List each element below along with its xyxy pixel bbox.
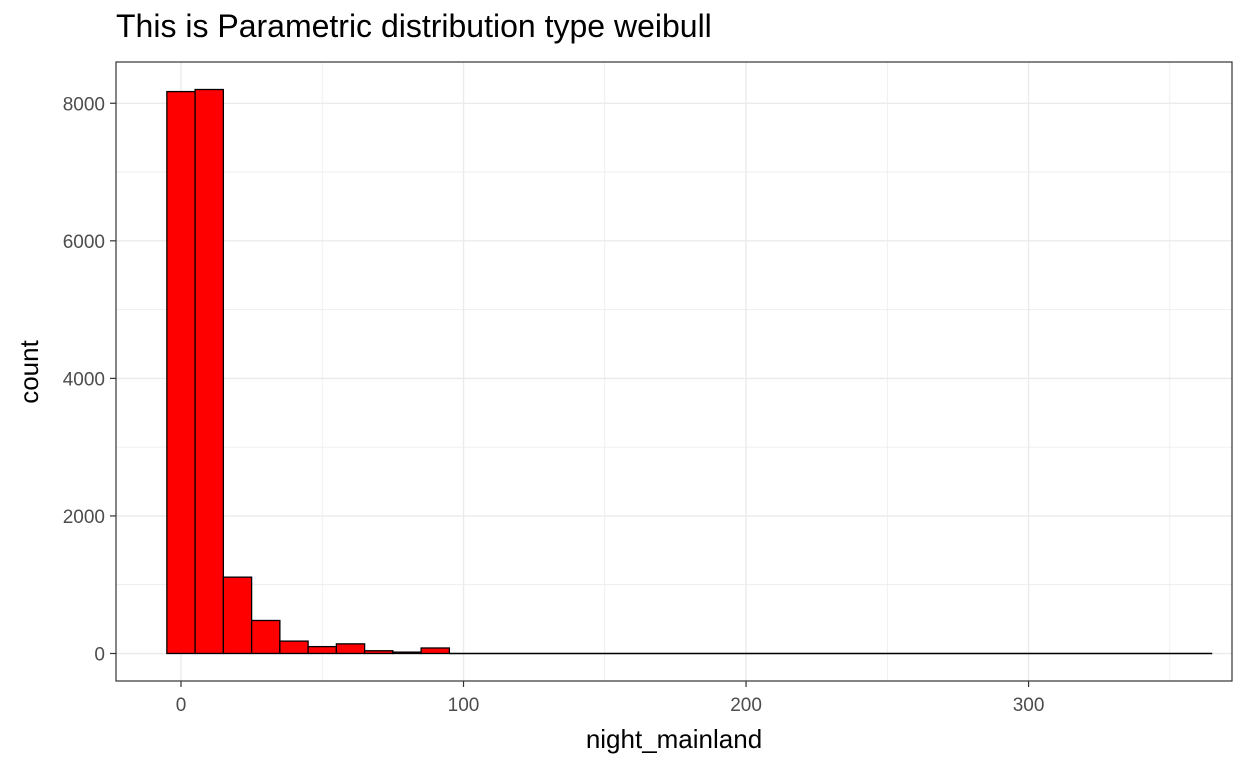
minor-gridlines	[116, 62, 1232, 681]
major-gridlines	[116, 62, 1232, 681]
histogram-bar	[335, 643, 366, 655]
histogram-bar	[250, 619, 281, 655]
histogram-bar	[307, 645, 338, 655]
y-axis-label: count	[14, 339, 44, 403]
y-tick-label: 2000	[63, 507, 105, 528]
histogram-bar	[194, 88, 225, 655]
histogram-bar	[279, 640, 309, 655]
histogram-bar	[363, 650, 394, 655]
chart-title: This is Parametric distribution type wei…	[116, 8, 712, 44]
x-tick-label: 200	[730, 695, 762, 716]
histogram-bar	[420, 647, 451, 655]
x-tick-label: 300	[1013, 695, 1045, 716]
histogram-bar	[392, 651, 422, 655]
x-tick-labels: 0 100 200 300	[176, 695, 1045, 716]
histogram-bar	[166, 90, 196, 655]
histogram-bars	[166, 88, 1213, 655]
y-tick-label: 0	[94, 644, 105, 665]
y-tick-label: 6000	[63, 232, 105, 253]
y-tick-label: 8000	[63, 94, 105, 115]
histogram-bar	[222, 576, 253, 655]
panel-border	[115, 61, 1233, 682]
y-tick-labels: 0 2000 4000 6000 8000	[63, 94, 105, 665]
x-axis-label: night_mainland	[586, 724, 762, 754]
x-tick-label: 100	[448, 695, 480, 716]
axis-ticks	[110, 102, 1030, 687]
x-tick-label: 0	[176, 695, 187, 716]
y-tick-label: 4000	[63, 369, 105, 390]
